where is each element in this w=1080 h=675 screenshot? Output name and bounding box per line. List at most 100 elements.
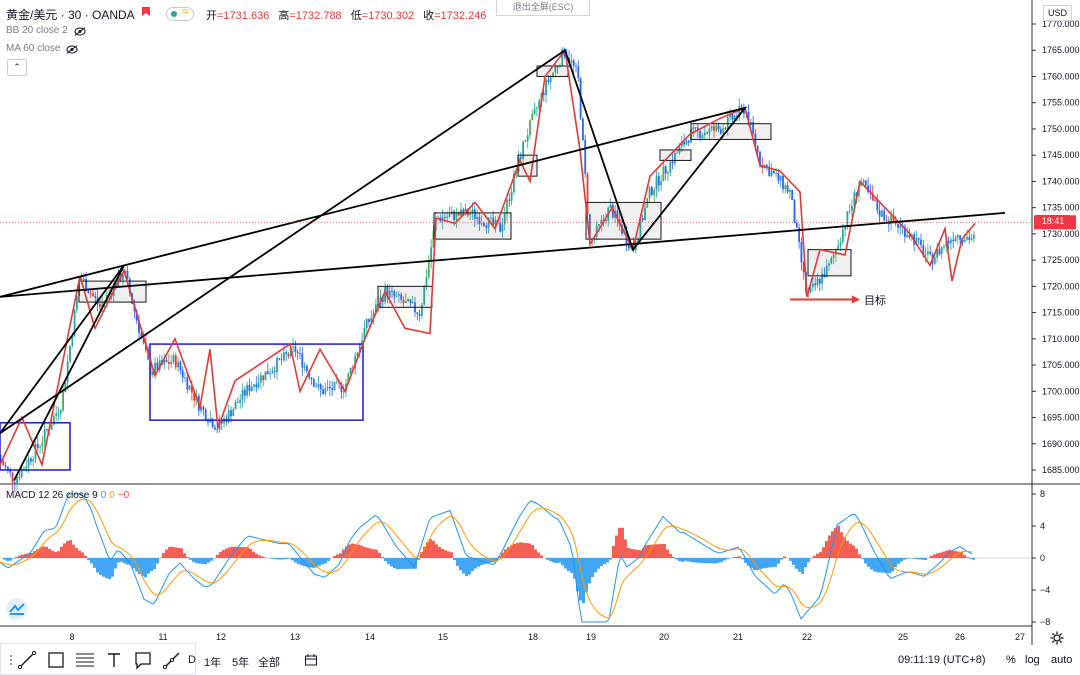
candle-body: [577, 66, 580, 79]
candle-body: [538, 100, 541, 109]
macd-histogram-bar: [678, 558, 681, 562]
candle-body: [545, 79, 547, 95]
macd-histogram-bar: [588, 558, 591, 584]
candle-body: [947, 240, 950, 244]
candle-body: [393, 291, 396, 297]
date-range-icon[interactable]: [304, 653, 318, 667]
candle-body: [453, 211, 455, 221]
macd-histogram-bar: [222, 550, 225, 558]
candle-body: [342, 391, 345, 393]
range-all-button[interactable]: 全部: [258, 657, 280, 669]
macd-histogram-bar: [381, 557, 384, 558]
time-tick-label: 12: [216, 632, 226, 642]
eye-hidden-icon[interactable]: [74, 27, 86, 36]
currency-label[interactable]: USD: [1043, 5, 1072, 21]
time-tick-label: 19: [586, 632, 596, 642]
settings-gear-icon[interactable]: [1050, 631, 1064, 645]
menu-dots-icon[interactable]: [7, 650, 27, 670]
callout-icon[interactable]: [133, 650, 153, 670]
candle-body: [490, 217, 492, 219]
candle-body: [411, 302, 414, 304]
candle-body: [239, 399, 242, 403]
candle-body: [34, 444, 37, 460]
macd-histogram-bar: [18, 555, 21, 558]
macd-histogram-bar: [195, 558, 198, 564]
macd-histogram-bar: [576, 558, 579, 592]
macd-legend[interactable]: MACD 12 26 close 9 0 0 −0: [6, 490, 129, 501]
indicator-bb[interactable]: BB 20 close 2: [6, 25, 68, 36]
auto-toggle[interactable]: auto: [1051, 654, 1073, 666]
candle-body: [575, 65, 577, 67]
candle-body: [547, 79, 550, 82]
data-status-pill[interactable]: [166, 7, 194, 21]
rectangle-icon[interactable]: [46, 650, 66, 670]
macd-histogram-bar: [102, 558, 105, 577]
eye-hidden-icon[interactable]: [66, 45, 78, 54]
range-5y-button[interactable]: 5年: [232, 657, 250, 669]
candle-body: [204, 409, 207, 421]
macd-histogram-bar: [954, 551, 957, 558]
macd-histogram-bar: [189, 558, 192, 560]
log-toggle[interactable]: log: [1025, 654, 1040, 666]
macd-histogram-bar: [126, 558, 129, 565]
fib-lines-icon[interactable]: [75, 650, 95, 670]
trend-line-icon[interactable]: [17, 650, 37, 670]
candle-body: [501, 224, 504, 232]
tradingview-logo-icon[interactable]: [6, 598, 28, 620]
macd-histogram-bar: [264, 557, 267, 558]
candle-body: [340, 383, 343, 393]
time-tick-label: 27: [1015, 632, 1025, 642]
candle-body: [644, 207, 646, 221]
macd-histogram-bar: [432, 540, 435, 558]
candle-body: [835, 249, 837, 255]
exit-fullscreen-button[interactable]: 退出全屏(ESC): [496, 0, 590, 16]
macd-histogram-bar: [777, 558, 780, 564]
candle-body: [940, 247, 943, 255]
candle-body: [191, 385, 193, 393]
time-tick-label: 20: [659, 632, 669, 642]
macd-histogram-bar: [771, 558, 774, 568]
macd-histogram-bar: [774, 558, 777, 567]
percent-toggle[interactable]: %: [1006, 654, 1016, 666]
macd-histogram-bar: [147, 558, 150, 574]
candle-body: [425, 277, 428, 287]
candle-body: [703, 132, 706, 136]
flag-icon[interactable]: [141, 6, 151, 18]
text-tool-icon[interactable]: [104, 650, 124, 670]
macd-histogram-bar: [402, 558, 405, 569]
candle-body: [697, 127, 699, 131]
candle-body: [766, 164, 768, 167]
candle-body: [50, 424, 53, 430]
macd-histogram-bar: [471, 558, 474, 572]
macd-histogram-bar: [270, 558, 273, 559]
macd-histogram-bar: [939, 552, 942, 558]
candle-body: [278, 358, 281, 360]
candle-body: [961, 239, 964, 243]
range-d-button[interactable]: D: [188, 654, 196, 666]
range-1y-button[interactable]: 1年: [204, 657, 222, 669]
indicator-ma[interactable]: MA 60 close: [6, 43, 61, 54]
macd-histogram-bar: [552, 558, 555, 563]
candle-body: [273, 370, 276, 373]
candle-body: [151, 372, 154, 375]
macd-histogram-bar: [819, 552, 822, 558]
clock-readout[interactable]: 09:11:19 (UTC+8): [898, 654, 986, 666]
macd-histogram-bar: [594, 558, 597, 573]
price-tick-label: 1735.000: [1042, 203, 1080, 213]
candle-body: [782, 175, 784, 190]
collapse-legend-button[interactable]: ⌃: [7, 59, 27, 76]
symbol-title[interactable]: 黄金/美元 · 30 · OANDA: [6, 6, 135, 23]
black-zigzag-line: [0, 48, 1006, 481]
candle-body: [956, 235, 959, 238]
candle-body: [858, 186, 860, 197]
macd-histogram-bar: [39, 547, 42, 558]
macd-histogram-bar: [384, 558, 387, 562]
candle-body: [556, 66, 559, 68]
candle-body: [64, 382, 67, 392]
brush-icon[interactable]: [162, 650, 182, 670]
macd-histogram-bar: [708, 558, 711, 564]
macd-histogram-bar: [621, 527, 624, 558]
candle-body: [722, 128, 725, 134]
candle-body: [234, 401, 237, 410]
